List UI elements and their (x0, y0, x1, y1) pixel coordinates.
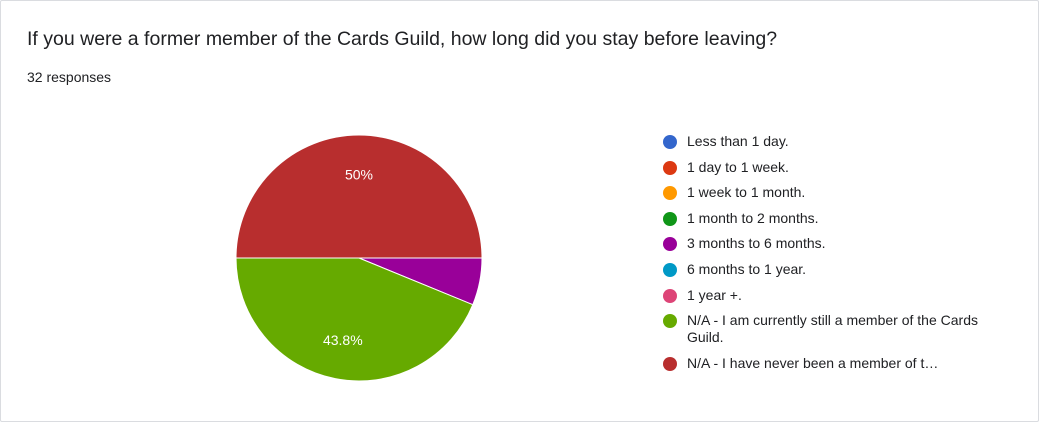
legend-item-8[interactable]: N/A - I have never been a member of t… (663, 355, 1013, 372)
pie-slice-7[interactable] (235, 257, 474, 382)
legend-swatch-icon (663, 237, 677, 252)
legend-label: 1 year +. (687, 286, 742, 303)
legend-swatch-icon (663, 288, 677, 303)
legend-label: 1 month to 2 months. (687, 209, 819, 226)
chart-legend: Less than 1 day. 1 day to 1 week. 1 week t… (663, 133, 1013, 380)
legend-label: N/A - I have never been a member of t… (687, 354, 939, 371)
legend-swatch-icon (663, 211, 677, 226)
legend-swatch-icon (663, 262, 677, 277)
legend-item-4[interactable]: 3 months to 6 months. (663, 235, 1013, 252)
legend-item-6[interactable]: 1 year +. (663, 287, 1013, 304)
legend-item-7[interactable]: N/A - I am currently still a member of t… (663, 312, 1013, 346)
legend-item-3[interactable]: 1 month to 2 months. (663, 210, 1013, 227)
legend-item-2[interactable]: 1 week to 1 month. (663, 184, 1013, 201)
legend-label: N/A - I am currently still a member of t… (687, 312, 978, 346)
legend-label: 3 months to 6 months. (687, 235, 826, 252)
legend-label: 6 months to 1 year. (687, 260, 807, 277)
legend-item-5[interactable]: 6 months to 1 year. (663, 261, 1013, 278)
legend-label: Less than 1 day. (687, 133, 789, 149)
pie-slice-label-7: 43.8% (323, 332, 363, 348)
legend-item-0[interactable]: Less than 1 day. (663, 133, 1013, 150)
legend-swatch-icon (663, 314, 677, 329)
pie-slice-8[interactable] (235, 134, 483, 259)
legend-swatch-icon (663, 356, 677, 371)
legend-swatch-icon (663, 135, 677, 149)
question-title: If you were a former member of the Cards… (27, 28, 778, 50)
legend-item-1[interactable]: 1 day to 1 week. (663, 159, 1013, 176)
legend-label: 1 day to 1 week. (687, 158, 789, 175)
legend-swatch-icon (663, 186, 677, 201)
response-count: 32 responses (27, 69, 112, 85)
pie-slice-label-8: 50% (345, 166, 373, 182)
legend-swatch-icon (663, 160, 677, 175)
legend-label: 1 week to 1 month. (687, 184, 806, 201)
